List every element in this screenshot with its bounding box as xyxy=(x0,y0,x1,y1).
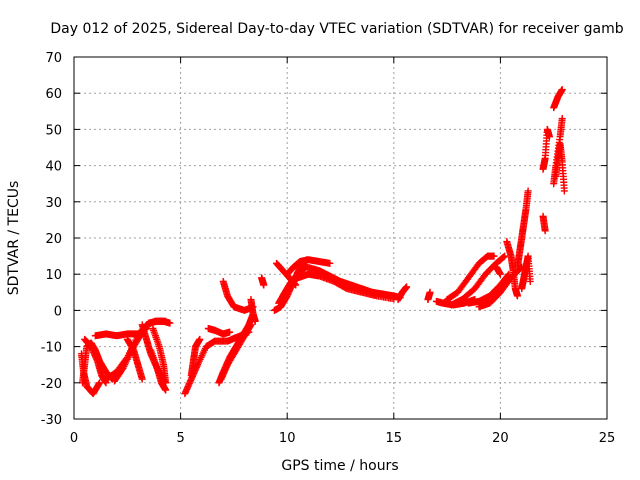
x-tick-label: 10 xyxy=(279,431,296,446)
data-point xyxy=(496,270,504,278)
y-tick-label: 30 xyxy=(45,196,62,211)
x-tick-label: 0 xyxy=(70,431,78,446)
axis-ticks: 0 5 10 15 20 25 -30 -20 -10 0 10 20 30 40 50 60 70 xyxy=(41,51,616,446)
y-tick-label: -30 xyxy=(41,413,62,428)
data-point xyxy=(501,252,509,260)
data-point xyxy=(162,379,170,387)
data-point xyxy=(545,133,553,141)
data-points xyxy=(77,86,568,398)
data-point xyxy=(426,288,434,296)
data-point xyxy=(251,317,259,325)
data-point xyxy=(541,227,549,235)
data-point xyxy=(490,252,498,260)
data-point xyxy=(247,321,255,329)
grid xyxy=(74,57,607,419)
y-tick-label: 0 xyxy=(54,304,62,319)
data-point xyxy=(292,281,300,289)
data-point xyxy=(326,259,334,267)
data-point xyxy=(513,292,521,300)
data-point xyxy=(560,187,568,195)
x-tick-label: 25 xyxy=(599,431,616,446)
data-point xyxy=(558,115,566,123)
y-axis-label: SDTVAR / TECUs xyxy=(6,181,22,296)
data-point xyxy=(162,317,170,325)
data-point xyxy=(162,386,170,394)
x-tick-label: 15 xyxy=(386,431,403,446)
data-point xyxy=(138,375,146,383)
data-point xyxy=(500,253,508,261)
data-point xyxy=(166,319,174,327)
data-point xyxy=(226,328,234,336)
x-tick-label: 20 xyxy=(492,431,509,446)
data-point xyxy=(260,281,268,289)
data-point xyxy=(96,379,104,387)
y-tick-label: 20 xyxy=(45,232,62,247)
x-tick-label: 5 xyxy=(176,431,184,446)
y-tick-label: -20 xyxy=(41,377,62,392)
data-point xyxy=(526,277,534,285)
data-point xyxy=(403,283,411,291)
chart-title: Day 012 of 2025, Sidereal Day-to-day VTE… xyxy=(50,21,623,37)
y-tick-label: 50 xyxy=(45,123,62,138)
x-axis-label: GPS time / hours xyxy=(281,458,398,474)
y-tick-label: 70 xyxy=(45,51,62,66)
data-point xyxy=(558,86,566,94)
y-tick-label: 40 xyxy=(45,160,62,175)
y-tick-label: 60 xyxy=(45,87,62,102)
data-point xyxy=(524,187,532,195)
y-tick-label: 10 xyxy=(45,268,62,283)
data-point xyxy=(196,335,204,343)
y-tick-label: -10 xyxy=(41,341,62,356)
